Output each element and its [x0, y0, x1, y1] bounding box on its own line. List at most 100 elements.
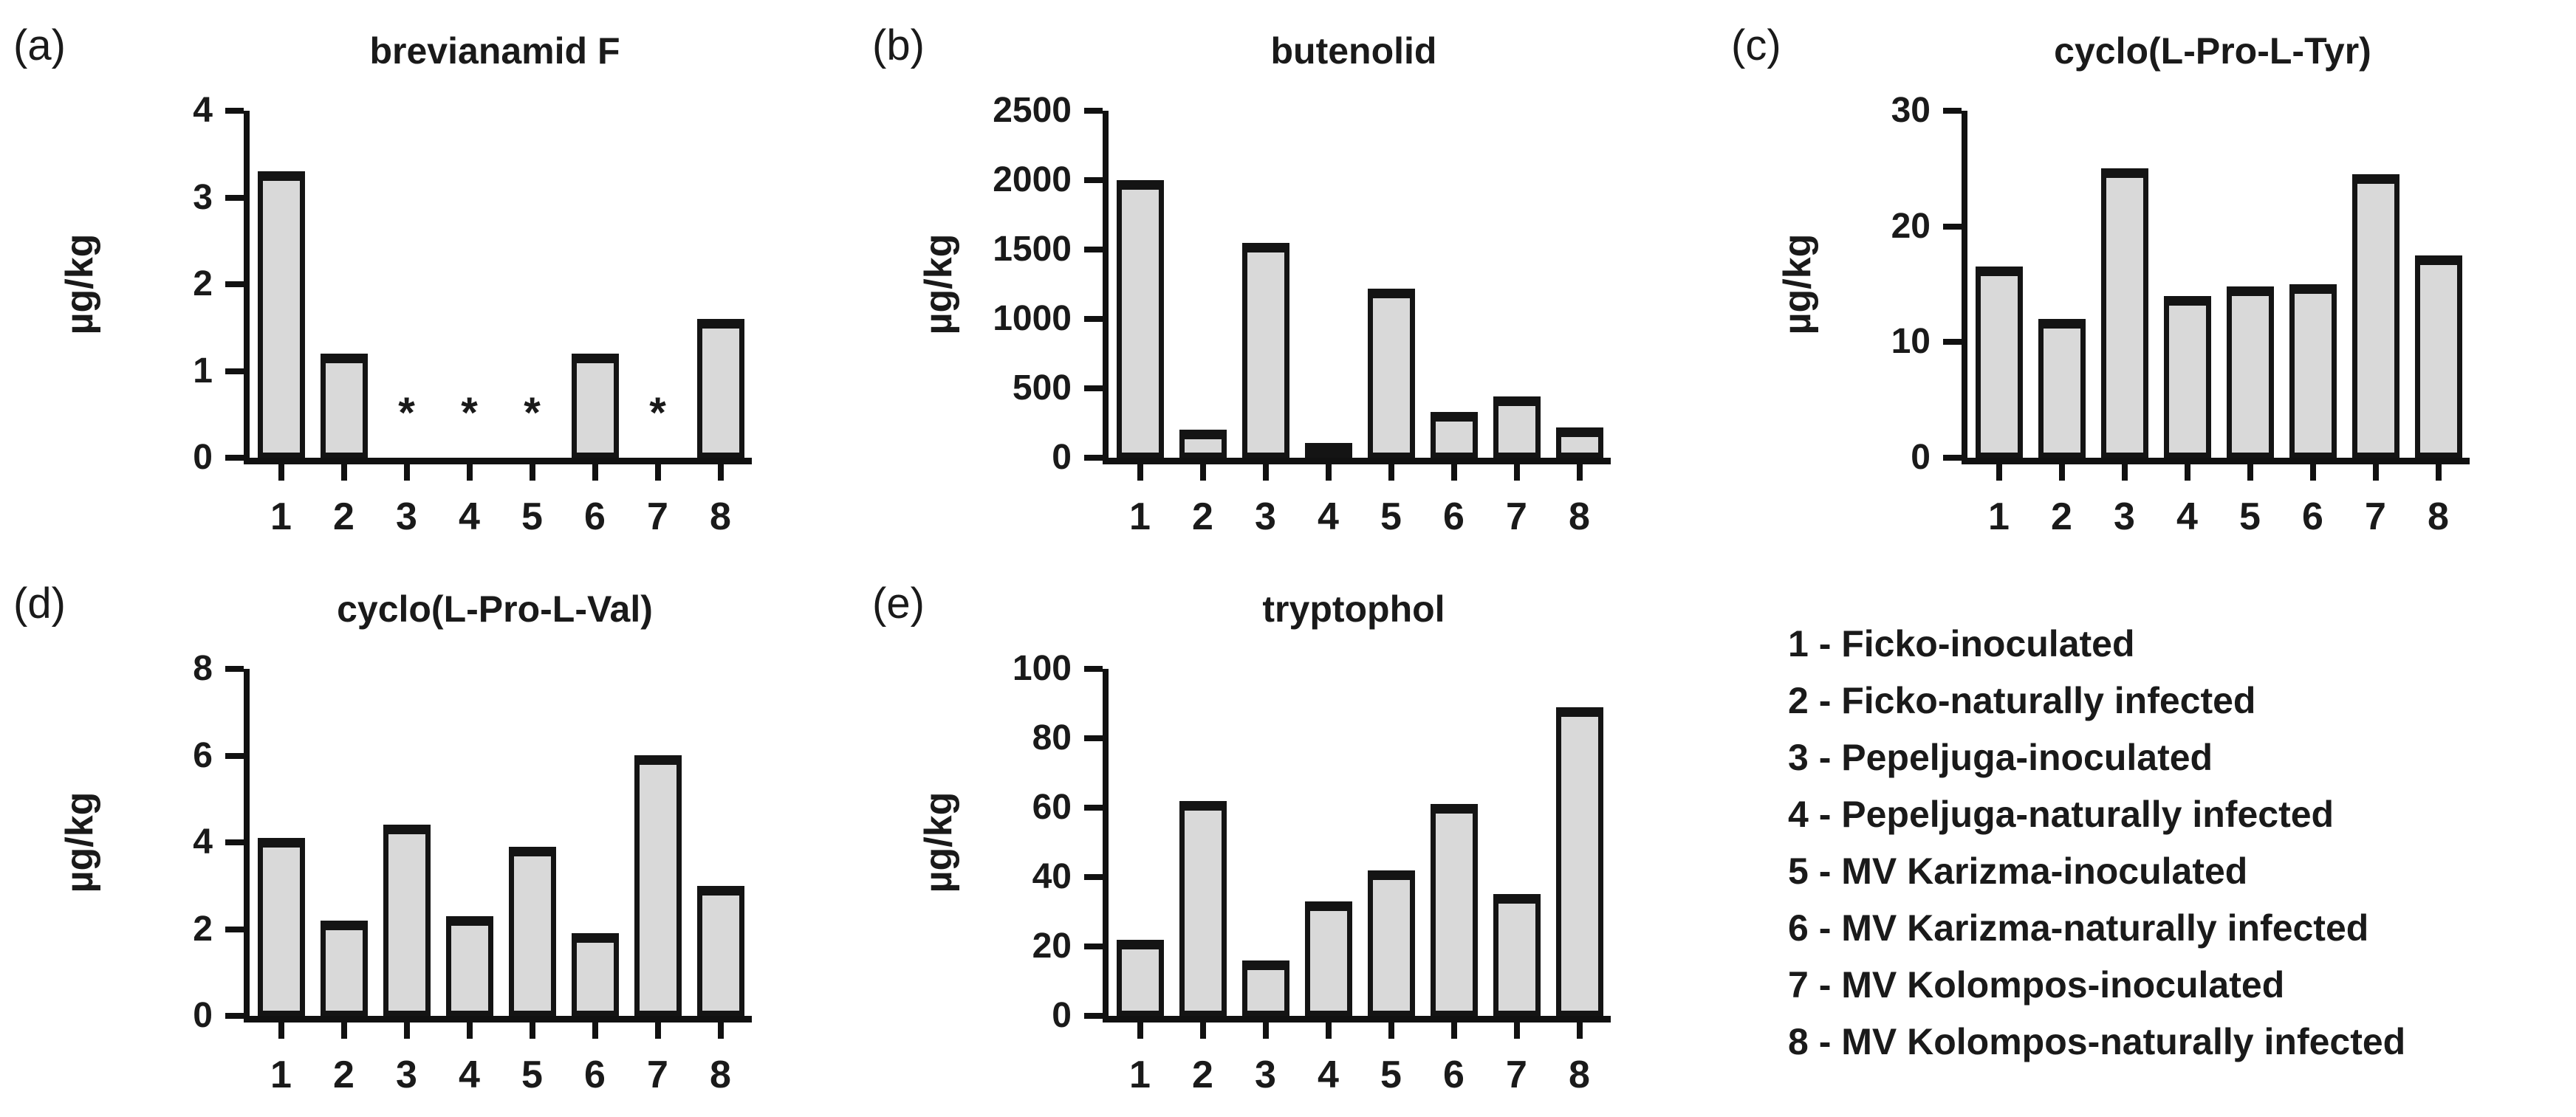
y-axis-tick	[1943, 108, 1962, 114]
bar-sample-8	[1555, 427, 1603, 458]
x-axis-tick	[1325, 464, 1332, 481]
bar-sample-2	[1179, 430, 1227, 458]
x-tick-label: 1	[1988, 495, 2010, 538]
bar-sample-1	[1116, 180, 1164, 458]
x-tick-label: 6	[2302, 495, 2323, 538]
y-axis-tick	[1084, 108, 1103, 114]
x-tick-label: 6	[584, 495, 606, 538]
chart-title: cyclo(L-Pro-L-Tyr)	[2054, 30, 2371, 72]
y-tick-label: 0	[1052, 996, 1072, 1035]
panel-label: (b)	[872, 21, 925, 69]
x-tick-label: 1	[270, 1054, 292, 1096]
x-tick-label: 5	[521, 495, 543, 538]
x-axis-tick	[403, 1023, 410, 1039]
legend-item: 5 - MV Karizma-inoculated	[1788, 850, 2248, 892]
bar-sample-4	[2163, 296, 2211, 458]
y-tick-label: 0	[1911, 438, 1931, 477]
x-tick-label: 2	[333, 1054, 354, 1096]
y-axis-tick	[1943, 339, 1962, 346]
y-axis-tick	[1084, 1013, 1103, 1019]
panel-label: (e)	[872, 580, 925, 628]
x-axis-tick	[529, 464, 535, 481]
x-axis-tick	[340, 1023, 347, 1039]
bar-sample-1	[1975, 267, 2023, 458]
x-axis-tick	[403, 464, 410, 481]
y-tick-label: 500	[1012, 368, 1072, 408]
x-axis-tick	[2058, 464, 2065, 481]
bar-sample-7	[1493, 396, 1541, 458]
y-axis-tick	[1084, 735, 1103, 741]
x-axis-tick	[1199, 464, 1206, 481]
y-tick-label: 2500	[993, 91, 1072, 130]
chart-panel-c: (c) cyclo(L-Pro-L-Tyr) µg/kg 0 10 20 30 1 2 3 4…	[1718, 0, 2576, 558]
bar-sample-1	[1116, 940, 1164, 1016]
x-tick-label: 2	[1192, 495, 1213, 538]
bar-sample-3	[2100, 168, 2148, 458]
x-tick-label: 4	[459, 1054, 480, 1096]
bar-sample-1	[257, 838, 305, 1016]
chart-panel-e: (e) tryptophol µg/kg 0 20 40 60 80 100 1 2 3 4 5 6 7…	[859, 558, 1718, 1117]
y-axis-tick	[1084, 805, 1103, 811]
panel-label: (c)	[1731, 21, 1781, 69]
x-axis-tick	[1137, 464, 1143, 481]
y-tick-label: 0	[193, 438, 213, 477]
y-axis-tick	[225, 194, 244, 201]
legend-item: 1 - Ficko-inoculated	[1788, 623, 2135, 664]
y-tick-label: 4	[193, 822, 213, 862]
bar-sample-3	[383, 825, 431, 1016]
y-tick-label: 10	[1891, 322, 1931, 362]
x-axis-tick	[1262, 1023, 1269, 1039]
x-axis-tick	[2372, 464, 2379, 481]
bar-sample-6	[571, 354, 619, 458]
x-axis-tick	[2247, 464, 2253, 481]
chart-title: butenolid	[1270, 30, 1437, 72]
x-tick-label: 3	[396, 1054, 417, 1096]
x-axis-tick	[340, 464, 347, 481]
bar-sample-5	[508, 847, 556, 1016]
y-tick-label: 6	[193, 735, 213, 775]
chart-title: tryptophol	[1262, 588, 1445, 630]
chart-title: brevianamid F	[369, 30, 620, 72]
legend-item: 7 - MV Kolompos-inoculated	[1788, 964, 2285, 1006]
x-tick-label: 3	[1255, 1054, 1276, 1096]
x-tick-label: 1	[1129, 495, 1151, 538]
x-axis-tick	[1199, 1023, 1206, 1039]
x-axis-tick	[1262, 464, 1269, 481]
y-axis-tick	[225, 839, 244, 845]
bar-sample-1	[257, 171, 305, 458]
x-tick-label: 8	[1569, 1054, 1590, 1096]
x-tick-label: 5	[521, 1054, 543, 1096]
x-axis-tick	[529, 1023, 535, 1039]
bar-sample-7	[1493, 894, 1541, 1016]
bar-sample-8	[696, 319, 744, 458]
y-tick-label: 1000	[993, 299, 1072, 338]
x-axis-tick	[278, 464, 284, 481]
y-axis-label: µg/kg	[1776, 233, 1819, 335]
chart-panel-b: (b) butenolid µg/kg 0 500 1000 1500 2000 2500…	[859, 0, 1718, 558]
x-axis-tick	[1325, 1023, 1332, 1039]
y-axis-tick	[1084, 316, 1103, 322]
bar-sample-5	[2226, 286, 2274, 458]
y-axis-tick	[1084, 247, 1103, 252]
bar-sample-8	[1555, 707, 1603, 1016]
y-axis-tick	[225, 281, 244, 287]
x-tick-label: 8	[2428, 495, 2449, 538]
legend-item: 2 - Ficko-naturally infected	[1788, 680, 2256, 721]
x-tick-label: 7	[647, 1054, 668, 1096]
y-tick-label: 1	[193, 351, 213, 391]
x-axis-tick	[278, 1023, 284, 1039]
x-tick-label: 8	[710, 1054, 731, 1096]
x-tick-label: 7	[1506, 495, 1527, 538]
y-tick-label: 0	[1052, 438, 1072, 477]
x-tick-label: 2	[333, 495, 354, 538]
x-axis-tick	[2184, 464, 2190, 481]
y-tick-label: 1500	[993, 230, 1072, 269]
x-tick-label: 2	[2051, 495, 2072, 538]
x-axis-tick	[717, 464, 724, 481]
bar-sample-3	[1241, 243, 1289, 458]
bar-sample-6	[2289, 284, 2337, 458]
bar-sample-6	[1430, 412, 1478, 458]
